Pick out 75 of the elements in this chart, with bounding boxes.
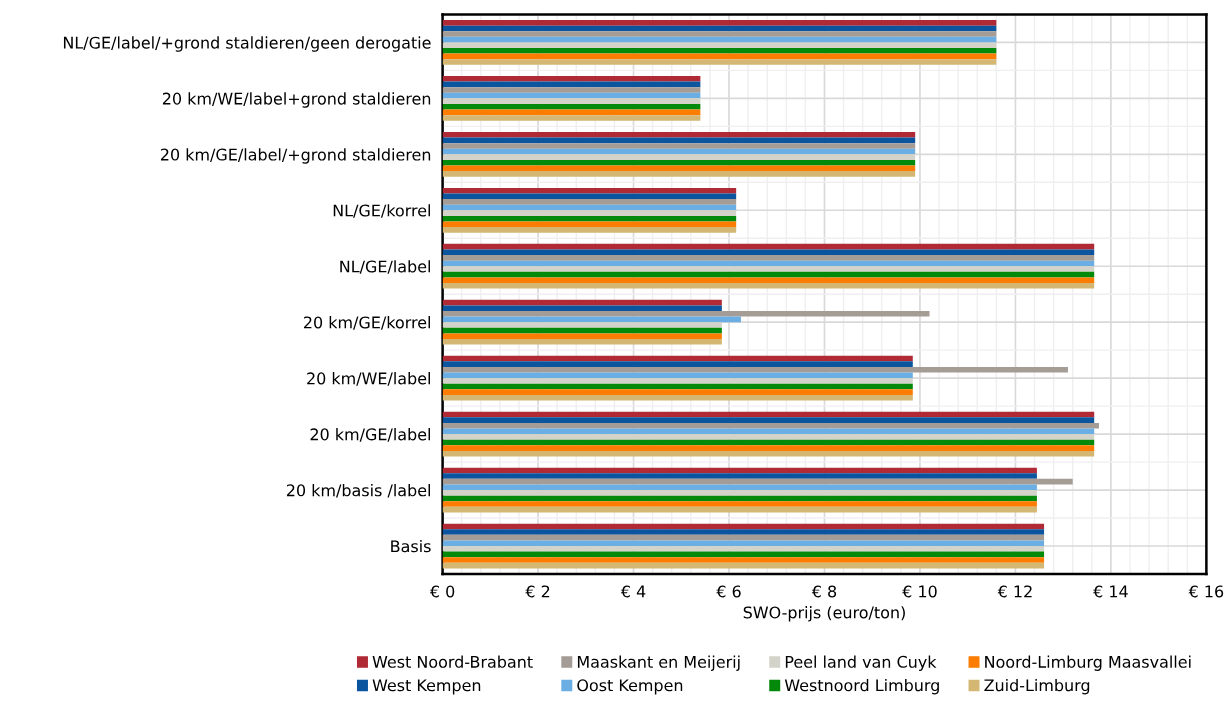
legend-label: West Kempen — [372, 679, 481, 695]
bar — [442, 87, 701, 93]
bar — [442, 159, 916, 166]
bar — [442, 154, 916, 160]
x-tick-label: € 0 — [429, 585, 455, 598]
y-tick-label: 20 km/GE/label — [310, 428, 430, 442]
bar — [442, 557, 1045, 563]
bar — [442, 143, 916, 149]
bar — [442, 311, 930, 317]
legend-label: Oost Kempen — [577, 679, 683, 695]
y-tick-label: 20 km/basis /label — [286, 483, 430, 498]
y-tick-label: NL/GE/label — [340, 260, 430, 274]
legend-label: Peel land van Cuyk — [785, 655, 937, 671]
bar — [442, 103, 701, 110]
x-tick-label: € 2 — [525, 585, 550, 598]
x-tick-label: € 8 — [811, 585, 837, 598]
legend-label: Westnoord Limburg — [784, 678, 939, 695]
y-tick-label: 20 km/WE/label+grond staldieren — [162, 92, 431, 108]
legend-label: West Noord-Brabant — [372, 655, 533, 668]
bar — [442, 59, 997, 65]
bar — [442, 171, 916, 177]
bar — [442, 277, 1095, 284]
x-tick-label: € 14 — [1093, 585, 1128, 598]
x-axis-title: SWO-prijs (euro/ton) — [743, 606, 905, 622]
bar — [442, 434, 1095, 440]
x-tick-label: € 12 — [997, 585, 1032, 598]
bar — [442, 75, 701, 82]
bar — [442, 322, 722, 328]
bar — [442, 48, 997, 54]
legend-label: Zuid-Limburg — [984, 678, 1090, 695]
bar — [442, 283, 1095, 289]
bar — [442, 378, 913, 384]
bar — [442, 333, 722, 339]
bar — [442, 366, 1068, 373]
bar — [442, 221, 737, 228]
x-tick-label: € 6 — [716, 585, 741, 598]
bar — [442, 20, 997, 26]
bar — [442, 445, 1095, 451]
x-tick-label: € 4 — [620, 585, 646, 598]
bar — [442, 115, 701, 121]
bar — [442, 473, 1037, 479]
y-tick-label: 20 km/GE/label/+grond staldieren — [160, 148, 431, 164]
bar — [442, 361, 913, 367]
bar — [442, 199, 737, 205]
bar — [442, 305, 722, 311]
bar — [442, 31, 997, 37]
bar — [442, 193, 737, 200]
bar — [442, 389, 913, 395]
bar — [442, 529, 1045, 535]
x-tick-label: € 10 — [902, 585, 937, 598]
bar — [442, 546, 1045, 552]
bar — [442, 417, 1095, 423]
bar — [442, 338, 722, 345]
bar — [442, 131, 916, 138]
bar — [442, 249, 1095, 256]
bar — [442, 42, 997, 49]
y-tick-label: 20 km/GE/korrel — [304, 316, 430, 330]
y-tick-label: NL/GE/label/+grond staldieren/geen derogatie — [63, 36, 431, 52]
bar — [442, 266, 1095, 272]
bar — [442, 490, 1037, 496]
legend-label: Maaskant en Meijerij — [577, 655, 740, 671]
bar — [442, 394, 913, 401]
bar — [442, 422, 1099, 429]
y-tick-label: 20 km/WE/label — [307, 372, 430, 386]
bar — [442, 540, 1045, 547]
y-tick-label: Basis — [391, 539, 431, 553]
bar — [442, 227, 737, 233]
bar — [442, 501, 1037, 507]
bar — [442, 484, 1037, 491]
bar — [442, 98, 701, 104]
bar — [442, 255, 1095, 261]
y-tick-label: NL/GE/korrel — [333, 204, 430, 218]
legend-label: Noord-Limburg Maasvallei — [985, 655, 1191, 671]
x-tick-label: € 16 — [1188, 585, 1224, 598]
bar — [442, 210, 737, 216]
